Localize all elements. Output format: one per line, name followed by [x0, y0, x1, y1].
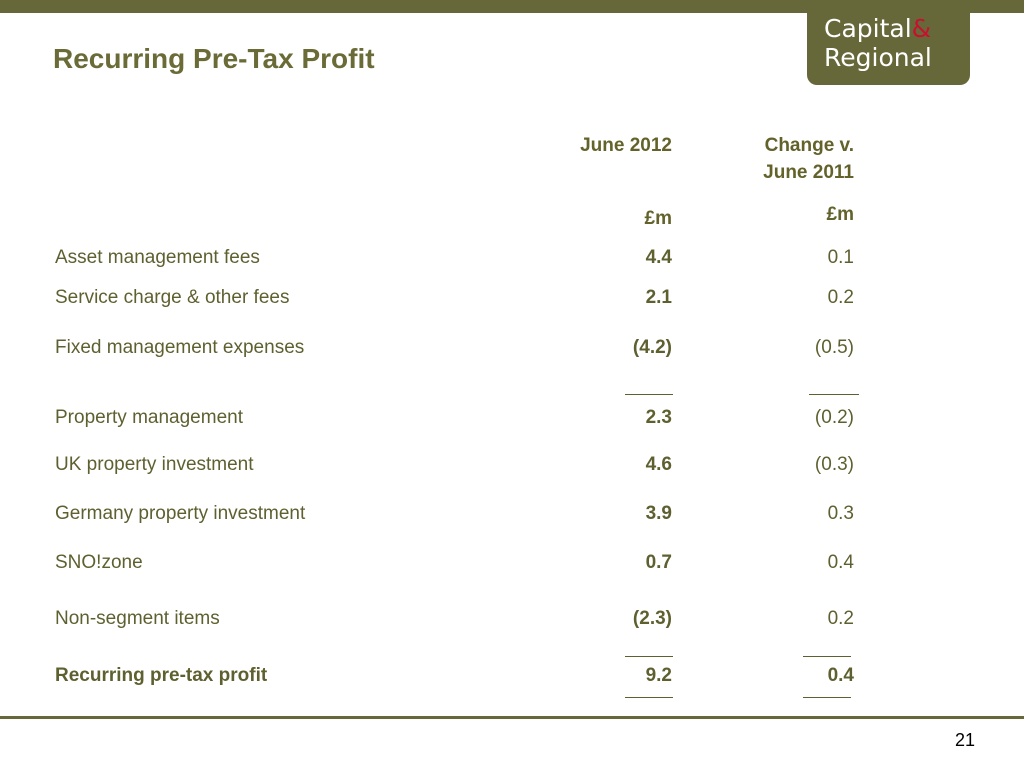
row-label-property-management: Property management	[55, 407, 243, 428]
total-top-rule-col1	[625, 656, 673, 657]
row-value-june-2012: 3.9	[645, 503, 672, 524]
row-label-non-segment-items: Non-segment items	[55, 608, 220, 629]
row-label-fixed-management-expenses: Fixed management expenses	[55, 337, 305, 358]
row-value-change: 0.3	[827, 503, 854, 524]
row-value-change: (0.3)	[814, 454, 854, 475]
column-header-change-line-2: June 2011	[763, 162, 854, 183]
total-label: Recurring pre-tax profit	[55, 665, 268, 686]
logo-line-1: Capital&	[824, 14, 932, 43]
subtotal-rule-col2	[809, 394, 859, 395]
capital-regional-logo: Capital& Regional	[807, 8, 970, 85]
total-value-change: 0.4	[827, 665, 854, 686]
row-value-change: (0.2)	[814, 407, 854, 428]
row-value-june-2012: (2.3)	[632, 608, 672, 629]
total-value-june-2012: 9.2	[645, 665, 672, 686]
column-header-june-2012: June 2012	[580, 135, 672, 156]
row-value-june-2012: 4.4	[645, 247, 672, 268]
column-unit-june-2012: £m	[644, 208, 672, 229]
row-value-june-2012: (4.2)	[632, 337, 672, 358]
row-value-june-2012: 0.7	[645, 552, 672, 573]
column-unit-change: £m	[826, 204, 854, 225]
page-title: Recurring Pre-Tax Profit	[53, 43, 375, 74]
total-bottom-rule-col1	[625, 697, 673, 698]
logo-line-2: Regional	[824, 43, 932, 72]
column-header-change-line-1: Change v.	[764, 135, 854, 156]
top-bar	[0, 0, 1024, 13]
row-value-change: (0.5)	[814, 337, 854, 358]
row-label-germany-property-investment: Germany property investment	[55, 503, 306, 524]
total-top-rule-col2	[803, 656, 851, 657]
row-value-june-2012: 4.6	[645, 454, 672, 475]
row-value-change: 0.2	[827, 287, 854, 308]
row-label-uk-property-investment: UK property investment	[55, 454, 254, 475]
row-value-change: 0.4	[827, 552, 854, 573]
row-value-june-2012: 2.3	[645, 407, 672, 428]
subtotal-rule-col1	[625, 394, 673, 395]
row-label-service-charge: Service charge & other fees	[55, 287, 290, 308]
page-number: 21	[954, 730, 975, 750]
row-value-change: 0.1	[827, 247, 854, 268]
row-label-asset-management-fees: Asset management fees	[55, 247, 260, 268]
row-value-june-2012: 2.1	[645, 287, 672, 308]
row-label-snozone: SNO!zone	[55, 552, 143, 573]
total-bottom-rule-col2	[803, 697, 851, 698]
bottom-bar	[0, 716, 1024, 719]
row-value-change: 0.2	[827, 608, 854, 629]
